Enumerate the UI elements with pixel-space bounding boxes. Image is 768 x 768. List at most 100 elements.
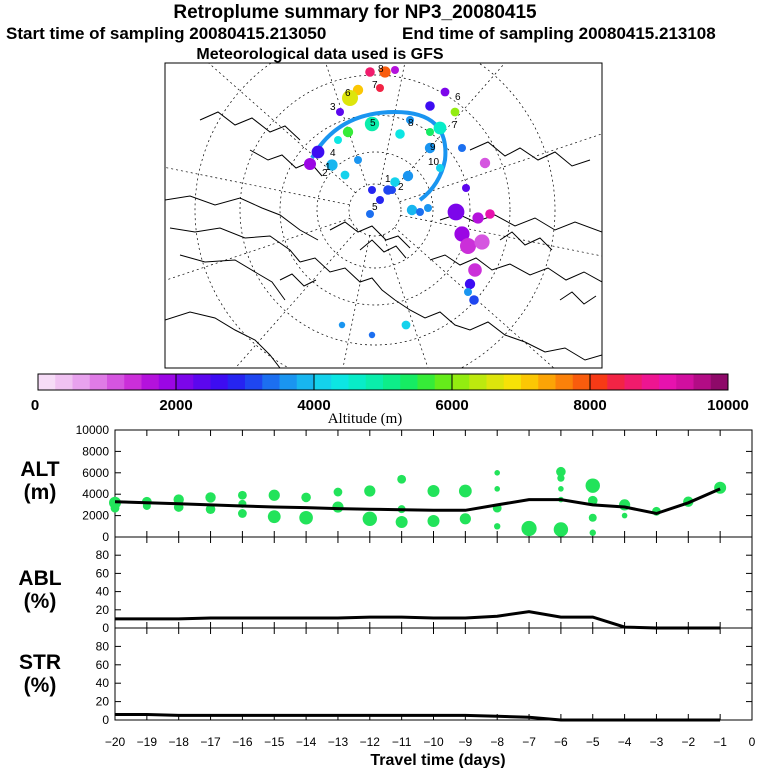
plume-point [469, 295, 479, 305]
colorbar-swatch [210, 374, 229, 390]
y-tick-label: 80 [96, 639, 110, 653]
scatter-point [494, 523, 501, 530]
y-tick-label: 0 [102, 621, 109, 635]
series-line [115, 713, 721, 722]
colorbar-swatch [624, 374, 643, 390]
plume-point [406, 204, 418, 216]
coastline [559, 291, 597, 305]
scatter-point [556, 466, 566, 477]
colorbar-swatch [710, 374, 729, 390]
panel-frame [114, 627, 753, 721]
coastline [439, 213, 602, 233]
day-label: 7 [452, 120, 458, 131]
y-tick-label: 20 [96, 695, 110, 709]
day-label: 8 [408, 118, 414, 129]
panel-abl: 0 20 40 60 80 [96, 536, 753, 635]
x-tick-label: −13 [328, 735, 349, 749]
abl-panel-label: ABL (%) [18, 567, 62, 613]
meridian-line [165, 167, 350, 206]
day-label: 4 [330, 148, 336, 159]
plume-point [472, 212, 484, 224]
colorbar-swatch [659, 374, 677, 390]
plume-point [464, 288, 472, 296]
series-line [114, 487, 721, 516]
colorbar-swatch [314, 374, 332, 390]
panel-frame [114, 536, 753, 629]
plume-point [425, 101, 435, 111]
scatter-point [173, 494, 184, 505]
colorbar-swatch [469, 374, 487, 390]
plume-point [388, 186, 396, 194]
coastline [394, 299, 602, 361]
plume-point [454, 226, 470, 242]
day-label: 8 [378, 64, 384, 75]
plume-point [458, 144, 466, 152]
colorbar-swatch [158, 374, 177, 390]
alt-panel-label: ALT (m) [10, 458, 70, 504]
day-label: 6 [345, 88, 351, 99]
colorbar-swatch [400, 374, 418, 390]
plume-point [379, 66, 391, 78]
y-tick-label: 20 [96, 603, 110, 617]
coastline [469, 141, 591, 167]
meridian-line [399, 133, 602, 203]
scatter-point [557, 474, 565, 482]
scatter-point [494, 486, 501, 492]
x-tick-label: −11 [392, 735, 412, 749]
coastline [199, 111, 301, 141]
plume-point [406, 116, 414, 124]
colorbar-swatch [486, 374, 505, 390]
scatter-point [494, 470, 501, 476]
colorbar-tick-label: 0 [31, 397, 39, 414]
colorbar-swatch [434, 374, 453, 390]
colorbar-swatch [227, 374, 246, 390]
y-tick-label: 40 [96, 676, 110, 690]
plume-point [311, 145, 325, 159]
x-tick-label: −8 [490, 735, 504, 749]
scatter-point [301, 492, 311, 503]
day-label: 1 [325, 162, 331, 173]
colorbar-swatch [279, 374, 298, 390]
scatter-point [362, 511, 377, 527]
colorbar-swatch [676, 374, 694, 390]
scatter-point [621, 512, 628, 519]
plume-point [436, 164, 444, 172]
colorbar-swatch [89, 374, 108, 390]
x-tick-label: −2 [681, 735, 695, 749]
scatter-point [589, 529, 596, 536]
x-tick-label: 0 [749, 735, 756, 749]
plume-point [334, 136, 342, 144]
meridian-line [208, 63, 356, 194]
x-tick-label: −4 [618, 735, 632, 749]
meteo-label: Meteorological data used is GFS [196, 46, 444, 63]
y-tick-label: 40 [96, 585, 110, 599]
colorbar-swatch [365, 374, 384, 390]
start-time: Start time of sampling 20080415.213050 [6, 24, 327, 43]
colorbar-swatch [55, 374, 73, 390]
plume-point [376, 84, 384, 92]
colorbar-swatch [452, 374, 470, 390]
coastline [169, 227, 301, 263]
colorbar-swatch [572, 374, 591, 390]
plume-point [416, 208, 424, 216]
x-tick-label: −7 [522, 735, 536, 749]
colorbar-swatch [38, 374, 56, 390]
latitude-circle [316, 151, 434, 269]
trajectory-path [310, 109, 448, 202]
x-tick-label: −17 [200, 735, 221, 749]
day-label: 7 [372, 80, 378, 91]
panel-alt: 0 2000 4000 6000 8000 10000 [76, 423, 753, 544]
colorbar-swatch [331, 374, 349, 390]
plume-point [464, 278, 476, 290]
x-axis-label: Travel time (days) [370, 752, 505, 768]
scatter-point [585, 478, 600, 493]
scatter-point [558, 486, 564, 492]
scatter-point [268, 489, 280, 501]
y-tick-label: 4000 [82, 487, 109, 501]
plume-point [391, 66, 399, 74]
colorbar-swatch [193, 374, 211, 390]
day-label: 10 [428, 157, 440, 168]
coastline [279, 273, 317, 287]
